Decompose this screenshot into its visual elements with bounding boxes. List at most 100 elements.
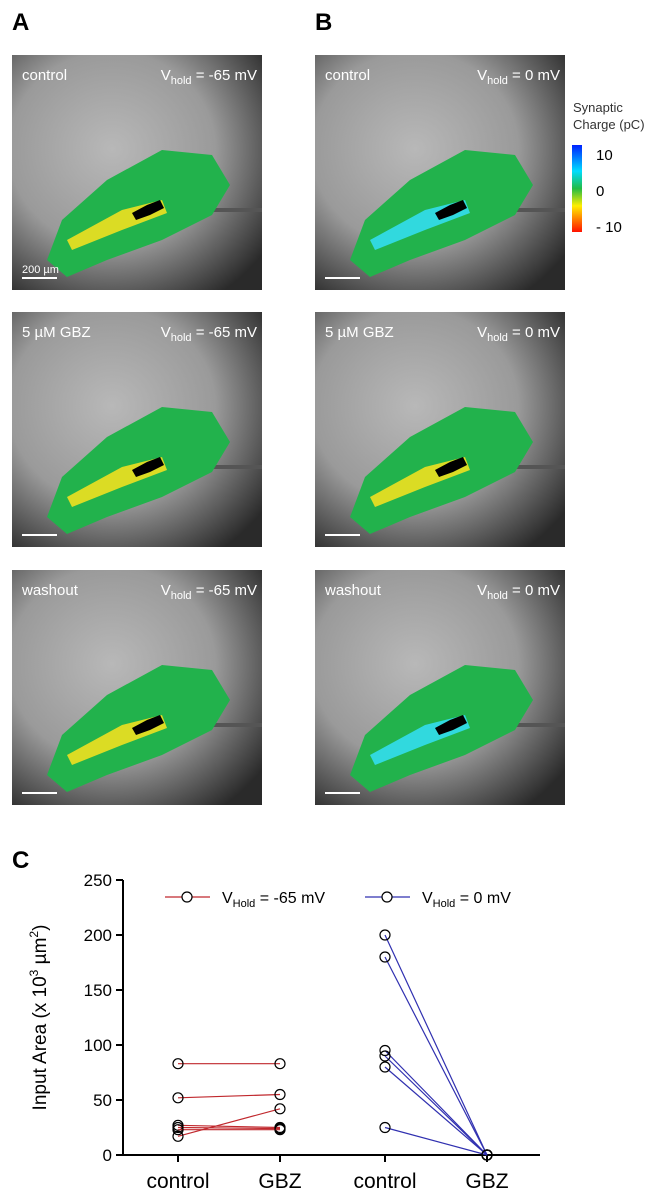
- point: [379, 951, 391, 963]
- point: [172, 1124, 184, 1136]
- v: V: [477, 67, 487, 84]
- x-tick-label: control: [146, 1170, 209, 1193]
- vhold-label: Vhold = 0 mV: [477, 324, 560, 344]
- vhold-label: Vhold = 0 mV: [477, 67, 560, 87]
- colorbar-tick: - 10: [596, 219, 622, 236]
- stim-site: [435, 200, 467, 220]
- vhold-label: Vhold = 0 mV: [477, 582, 560, 602]
- v: V: [161, 67, 171, 84]
- rest: = 0 mV: [455, 890, 511, 907]
- point: [379, 1050, 391, 1062]
- v: V: [161, 324, 171, 341]
- condition-label: control: [22, 67, 67, 84]
- label: ): [30, 925, 51, 931]
- scale-label: 200 µm: [22, 264, 59, 276]
- colorbar-title: Synaptic: [573, 100, 623, 115]
- condition-label: 5 µM GBZ: [22, 324, 91, 341]
- electrode: [212, 208, 262, 212]
- point: [379, 1044, 391, 1057]
- pair-line: [177, 1124, 281, 1129]
- pair-line: [384, 1066, 488, 1156]
- stim-site: [435, 715, 467, 735]
- x-tick-label: GBZ: [465, 1170, 508, 1193]
- x-tick-label: GBZ: [258, 1170, 301, 1193]
- electrode: [212, 723, 262, 727]
- pair-line: [384, 1126, 488, 1156]
- point: [274, 1103, 286, 1115]
- condition-label: washout: [324, 582, 382, 599]
- rest: = 0 mV: [508, 324, 560, 341]
- sub: Hold: [433, 898, 456, 910]
- point: [274, 1058, 286, 1070]
- pair-line: [177, 1093, 281, 1099]
- point: [274, 1124, 286, 1136]
- rest: = -65 mV: [192, 67, 257, 84]
- y-tick-label: 250: [84, 871, 112, 890]
- colorbar-tick: 10: [596, 147, 613, 164]
- vhold-label: Vhold = -65 mV: [161, 67, 257, 87]
- stim-site: [132, 715, 164, 735]
- v: V: [477, 582, 487, 599]
- electrode: [515, 465, 565, 469]
- pair-line: [177, 1108, 281, 1137]
- electrode: [212, 465, 262, 469]
- vhold-label: Vhold = -65 mV: [161, 324, 257, 344]
- rest: = 0 mV: [508, 582, 560, 599]
- v: V: [422, 890, 433, 907]
- y-tick-label: 0: [103, 1146, 112, 1165]
- pair-line: [177, 1126, 281, 1130]
- pair-line: [384, 934, 488, 1156]
- y-axis-label: Input Area (x 103 µm2): [27, 925, 51, 1111]
- rest: = -65 mV: [192, 324, 257, 341]
- legend-label: VHold = 0 mV: [422, 890, 511, 910]
- legend-marker: [381, 891, 393, 903]
- rest: = 0 mV: [508, 67, 560, 84]
- sup: 2: [27, 931, 41, 938]
- colorbar: [572, 145, 582, 232]
- pair-line: [384, 1055, 488, 1156]
- point: [172, 1130, 184, 1142]
- x-tick-label: control: [353, 1170, 416, 1193]
- point: [481, 1149, 493, 1161]
- legend-label: VHold = -65 mV: [222, 890, 325, 910]
- legend-marker: [181, 891, 193, 903]
- label: Input Area (x 10: [30, 976, 51, 1110]
- y-tick-label: 50: [93, 1091, 112, 1110]
- stim-site: [132, 457, 164, 477]
- pair-line: [384, 1050, 488, 1156]
- point: [379, 1121, 391, 1134]
- y-tick-label: 150: [84, 981, 112, 1000]
- stim-site: [132, 200, 164, 220]
- sub: hold: [171, 590, 192, 602]
- colorbar-title: Charge (pC): [573, 117, 645, 132]
- point: [379, 929, 391, 941]
- colorbar-tick: 0: [596, 183, 604, 200]
- vhold-label: Vhold = -65 mV: [161, 582, 257, 602]
- sub: hold: [171, 75, 192, 87]
- condition-label: control: [325, 67, 370, 84]
- electrode: [515, 208, 565, 212]
- stim-site: [435, 457, 467, 477]
- sub: Hold: [233, 898, 256, 910]
- panel-letter: A: [12, 9, 29, 36]
- v: V: [161, 582, 171, 599]
- rest: = -65 mV: [255, 890, 325, 907]
- y-tick-label: 100: [84, 1036, 112, 1055]
- panel-letter: C: [12, 847, 29, 874]
- panel-letter: B: [315, 9, 332, 36]
- sub: hold: [171, 332, 192, 344]
- point: [274, 1088, 286, 1101]
- label: µm: [30, 938, 51, 970]
- point: [172, 1058, 184, 1070]
- sub: hold: [487, 75, 508, 87]
- sub: hold: [487, 590, 508, 602]
- condition-label: 5 µM GBZ: [325, 324, 394, 341]
- point: [172, 1092, 184, 1104]
- electrode: [515, 723, 565, 727]
- pair-line: [384, 956, 488, 1156]
- y-tick-label: 200: [84, 926, 112, 945]
- point: [379, 1061, 391, 1073]
- sup: 3: [27, 969, 41, 976]
- v: V: [477, 324, 487, 341]
